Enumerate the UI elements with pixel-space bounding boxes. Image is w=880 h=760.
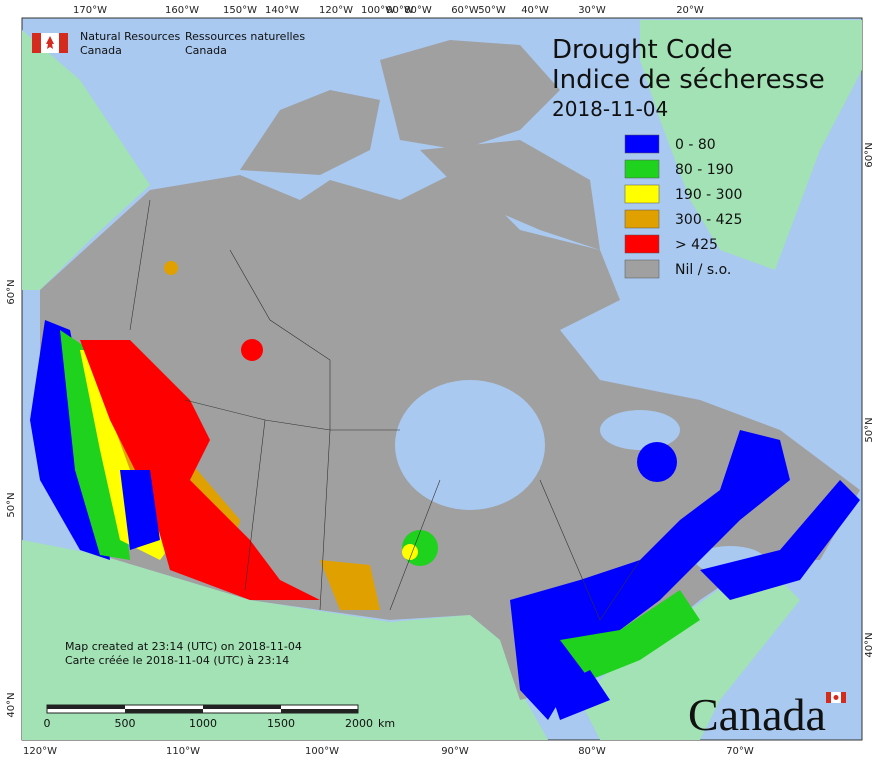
lon-label: 120°W xyxy=(319,5,353,16)
scale-seg xyxy=(47,705,125,709)
arctic-island xyxy=(380,40,560,150)
lon-label: 60°W xyxy=(451,5,479,16)
org-en: Canada xyxy=(80,44,122,57)
zone-orange xyxy=(320,560,380,610)
legend-label: 300 - 425 xyxy=(675,212,742,228)
org-en: Natural Resources xyxy=(80,30,181,43)
legend-swatch xyxy=(624,259,660,279)
lon-label: 90°W xyxy=(386,5,414,16)
lon-label: 40°W xyxy=(521,5,549,16)
lon-label: 140°W xyxy=(265,5,299,16)
lon-label: 90°W xyxy=(441,746,469,757)
flag-bar xyxy=(841,692,846,703)
zone-red xyxy=(241,339,263,361)
arctic-island xyxy=(420,140,600,250)
scale-label: 0 xyxy=(44,717,51,730)
drought-zones xyxy=(30,261,860,720)
lat-label: 50°N xyxy=(864,417,875,442)
scale-label: 500 xyxy=(115,717,136,730)
legend-swatch xyxy=(624,134,660,154)
zone-blue xyxy=(700,480,860,600)
legend-swatch xyxy=(624,209,660,229)
lat-label: 50°N xyxy=(6,492,17,517)
lon-label: 80°W xyxy=(578,746,606,757)
scale-label: 1000 xyxy=(189,717,217,730)
borders xyxy=(129,199,641,621)
flag-bar xyxy=(32,33,41,53)
zone-green xyxy=(560,590,700,680)
zone-blue xyxy=(120,470,160,550)
wordmark: Canada xyxy=(688,689,846,740)
scale-label: 1500 xyxy=(267,717,295,730)
legend-label: 80 - 190 xyxy=(675,162,734,178)
lon-label: 50°W xyxy=(478,5,506,16)
flag-bar xyxy=(59,33,68,53)
title: Indice de sécheresse xyxy=(552,65,825,95)
lon-label: 70°W xyxy=(726,746,754,757)
legend: 0 - 80 80 - 190 190 - 300 300 - 425 > 425 Nil… xyxy=(624,134,742,279)
lon-label: 150°W xyxy=(223,5,257,16)
legend-swatch xyxy=(624,184,660,204)
legend-label: > 425 xyxy=(675,237,718,253)
scale-seg xyxy=(203,705,281,709)
org-fr: Ressources naturelles xyxy=(185,30,305,43)
scale-seg xyxy=(281,709,358,713)
maple-leaf xyxy=(833,695,839,700)
arctic-island xyxy=(240,90,380,175)
canada-wordmark: Canada xyxy=(688,689,826,740)
scale-bar: 0 500 1000 1500 2000 km xyxy=(44,704,395,730)
border xyxy=(229,249,400,431)
hudson-bay xyxy=(395,380,545,510)
legend-swatch xyxy=(624,234,660,254)
zone-red xyxy=(80,340,320,600)
lon-label: 110°W xyxy=(166,746,200,757)
usa-east xyxy=(580,560,800,740)
legend-swatch xyxy=(624,159,660,179)
nrcan-signature: Natural Resources Canada Ressources natu… xyxy=(32,30,305,57)
lon-label: 80°W xyxy=(404,5,432,16)
border xyxy=(129,199,151,331)
greenland xyxy=(640,20,862,270)
lat-label: 60°N xyxy=(6,279,17,304)
border xyxy=(389,479,441,611)
lat-label: 40°N xyxy=(864,632,875,657)
legend-label: 190 - 300 xyxy=(675,187,742,203)
lon-label: 160°W xyxy=(165,5,199,16)
scale-label: 2000 xyxy=(345,717,373,730)
ungava-bay xyxy=(600,410,680,450)
border xyxy=(264,419,331,611)
flag-bar xyxy=(826,692,831,703)
legend-label: Nil / s.o. xyxy=(675,262,731,278)
lon-label: 170°W xyxy=(73,5,107,16)
graticule-labels: 170°W 160°W 150°W 140°W 120°W 100°W90°W80°W 60… xyxy=(6,5,875,757)
zone-orange xyxy=(164,261,178,275)
lat-label: 40°N xyxy=(6,692,17,717)
scale-unit: km xyxy=(378,717,395,730)
zone-blue xyxy=(550,670,610,720)
title: Drought Code xyxy=(552,35,733,65)
credit: Carte créée le 2018-11-04 (UTC) à 23:14 xyxy=(65,654,289,667)
org-fr: Canada xyxy=(185,44,227,57)
lat-label: 60°N xyxy=(864,142,875,167)
lon-label: 20°W xyxy=(676,5,704,16)
lon-label: 100°W xyxy=(305,746,339,757)
border xyxy=(539,479,641,621)
date: 2018-11-04 xyxy=(552,97,668,121)
zone-blue xyxy=(637,442,677,482)
lon-label: 30°W xyxy=(578,5,606,16)
lon-label: 120°W xyxy=(23,746,57,757)
usa-west xyxy=(22,540,548,740)
credit: Map created at 23:14 (UTC) on 2018-11-04 xyxy=(65,640,302,653)
legend-label: 0 - 80 xyxy=(675,137,716,153)
alaska xyxy=(22,30,150,290)
scale-seg xyxy=(125,709,203,713)
maple-leaf xyxy=(46,36,54,49)
lon-label: 100°W xyxy=(361,5,395,16)
